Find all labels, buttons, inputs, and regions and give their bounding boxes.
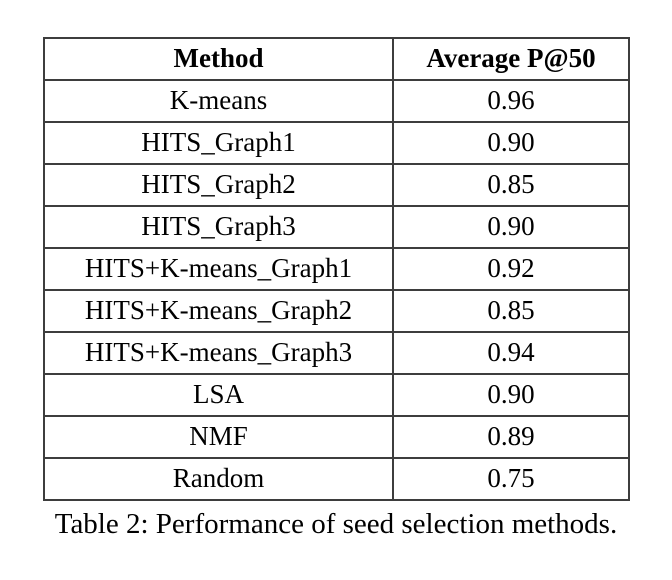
table-row: K-means 0.96 (43, 79, 630, 123)
method-cell: K-means (43, 79, 394, 123)
value-cell: 0.90 (392, 121, 630, 165)
method-cell: HITS+K-means_Graph2 (43, 289, 394, 333)
value-cell: 0.90 (392, 373, 630, 417)
method-cell: LSA (43, 373, 394, 417)
method-cell: HITS_Graph1 (43, 121, 394, 165)
value-cell: 0.94 (392, 331, 630, 375)
table-caption: Table 2: Performance of seed selection m… (54, 508, 618, 540)
header-row: Method Average P@50 (43, 37, 630, 81)
method-cell: HITS_Graph2 (43, 163, 394, 207)
table-row: NMF 0.89 (43, 415, 630, 459)
value-cell: 0.89 (392, 415, 630, 459)
method-column-header: Method (43, 37, 394, 81)
value-cell: 0.90 (392, 205, 630, 249)
method-cell: HITS_Graph3 (43, 205, 394, 249)
table-row: LSA 0.90 (43, 373, 630, 417)
table-row: Random 0.75 (43, 457, 630, 501)
metric-column-header: Average P@50 (392, 37, 630, 81)
value-cell: 0.96 (392, 79, 630, 123)
results-table: Method Average P@50 K-means 0.96 HITS_Gr… (43, 37, 630, 501)
table-row: HITS_Graph3 0.90 (43, 205, 630, 249)
table-row: HITS+K-means_Graph2 0.85 (43, 289, 630, 333)
table-row: HITS_Graph1 0.90 (43, 121, 630, 165)
value-cell: 0.85 (392, 289, 630, 333)
value-cell: 0.85 (392, 163, 630, 207)
value-cell: 0.92 (392, 247, 630, 291)
value-cell: 0.75 (392, 457, 630, 501)
method-cell: HITS+K-means_Graph3 (43, 331, 394, 375)
method-cell: HITS+K-means_Graph1 (43, 247, 394, 291)
method-cell: NMF (43, 415, 394, 459)
table-row: HITS+K-means_Graph1 0.92 (43, 247, 630, 291)
table-row: HITS+K-means_Graph3 0.94 (43, 331, 630, 375)
method-cell: Random (43, 457, 394, 501)
table-row: HITS_Graph2 0.85 (43, 163, 630, 207)
